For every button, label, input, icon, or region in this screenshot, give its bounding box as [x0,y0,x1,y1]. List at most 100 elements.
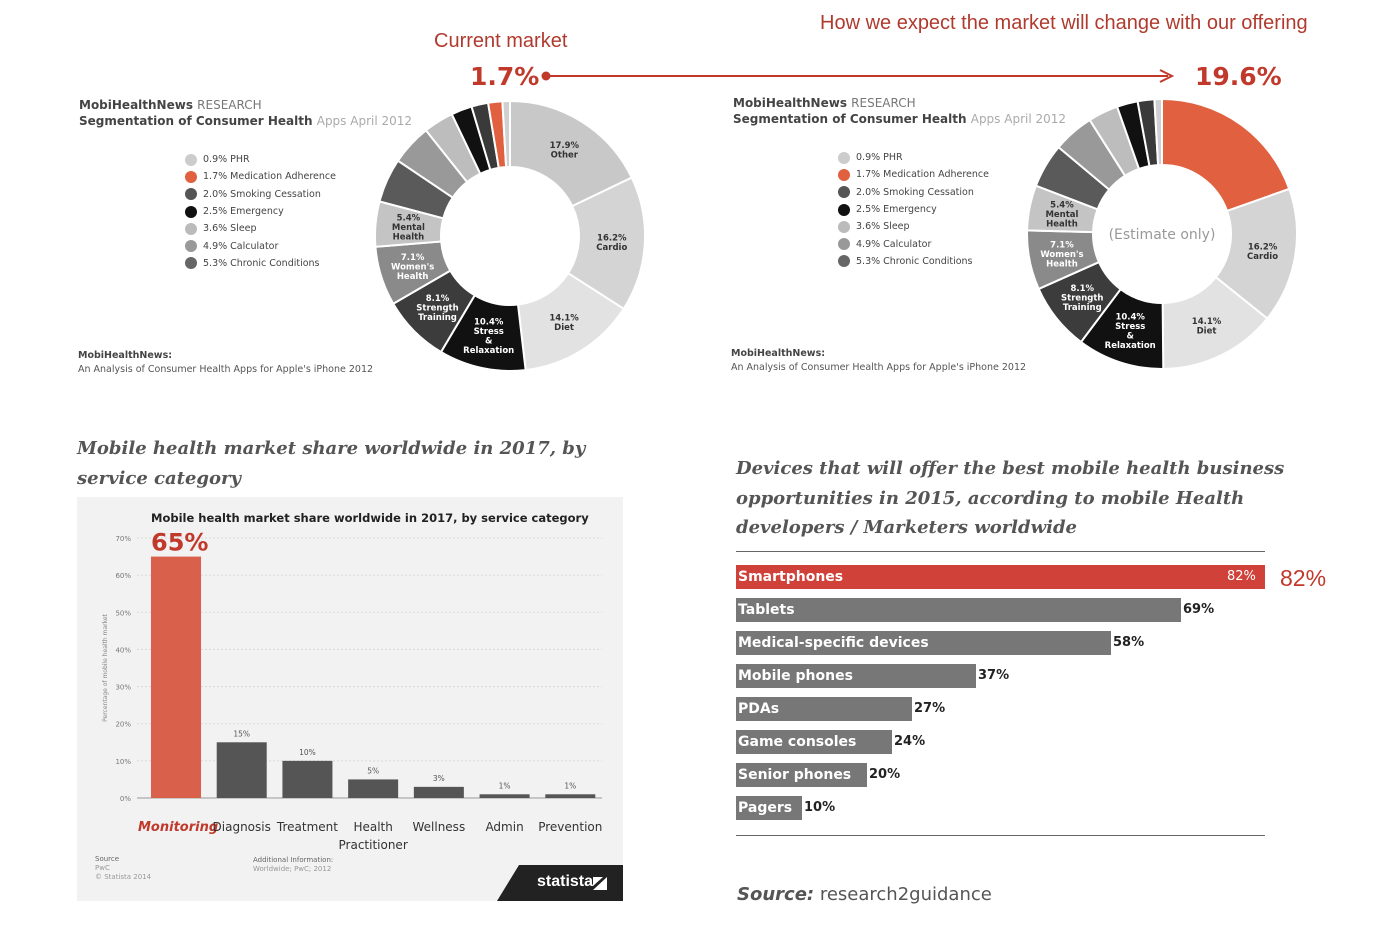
pie-slice-label: Relaxation [463,346,514,356]
device-bar-value: 58% [1113,635,1145,650]
bar-value-label: 1% [499,781,511,790]
legend-swatch [838,186,850,199]
pie-slice-value: 5.4% [397,213,421,223]
legend-item: 1.7% Medication Adherence [838,166,989,183]
statista-logo-shape [497,865,623,901]
device-bar: Pagers [736,796,802,820]
pie-slice-label: Training [418,313,457,323]
pie1-chart: 17.9%Other 16.2%Cardio 14.1%Diet 10.4%Stres… [374,99,646,372]
bar [479,794,530,798]
device-bar-row: Mobile phones 37% [736,664,1356,688]
device-bar-row: PDAs 27% [736,697,1356,721]
pie-slice-label: Stress [474,327,504,337]
y-axis-label: Percentage of mobile health market [102,613,109,721]
device-bar: Tablets [736,598,1181,622]
device-bar-row: Senior phones 20% [736,763,1356,787]
pie-slice-value: 7.1% [401,253,425,263]
device-bar-label: Tablets [738,602,795,618]
pie-slice [1161,97,1291,213]
device-bar: PDAs [736,697,912,721]
pie-slice-label: Mental [392,223,425,233]
pie-slice-label: Cardio [596,243,627,253]
pie-slice-label: Diet [554,323,574,333]
device-bar-label: PDAs [738,701,780,717]
statista-logo-icon [593,877,607,890]
pie-slice-value: 14.1% [1192,317,1222,327]
pie-slice-label: Health [393,232,425,242]
legend-item: 4.9% Calculator [838,235,989,252]
legend-swatch [838,238,850,251]
y-tick-label: 50% [115,609,131,617]
pie-slice-label: & [485,337,493,347]
x-tick-label: Admin [485,820,523,834]
pie-slice-value: 10.4% [1115,313,1145,323]
pie-slice-label: Cardio [1247,252,1278,262]
x-tick-label: Diagnosis [213,820,271,834]
bar-value-label: 5% [367,766,379,775]
current-market-pct: 1.7% [470,62,540,91]
devices-source: Source: research2guidance [737,884,992,905]
bar-value-label: 65% [151,529,208,557]
pie-center-note: (Estimate only) [1109,227,1216,243]
pie-slice-label: Health [1046,259,1078,269]
legend-swatch [838,220,850,233]
legend-swatch [838,151,850,164]
pie-slice-label: Other [551,150,579,160]
device-bar-value: 27% [914,701,946,716]
device-bar-value: 82% [1227,569,1256,584]
pie-slice-label: Health [397,272,429,282]
device-bar-label: Smartphones [738,569,844,585]
expected-market-pct: 19.6% [1195,62,1282,91]
device-bar: Mobile phones [736,664,976,688]
legend-item: 2.5% Emergency [185,203,336,220]
bar [348,779,399,798]
device-bar-row: Smartphones 82% [736,565,1356,589]
pie-slice-label: Diet [1197,327,1217,337]
device-bar: Senior phones [736,763,867,787]
pie-slice-label: Women's [391,262,434,272]
device-bar-row: Medical-specific devices 58% [736,631,1356,655]
pie-slice-label: Relaxation [1105,341,1156,351]
pie1-title: MobiHealthNews RESEARCH Segmentation of … [79,98,413,128]
pie2-legend: 0.9% PHR 1.7% Medication Adherence 2.0% … [838,149,989,270]
statista-inner-title: Mobile health market share worldwide in … [151,511,589,525]
bar-value-label: 1% [564,781,576,790]
current-market-label: Current market [434,30,568,52]
devices-section-title: Devices that will offer the best mobile … [736,458,1285,538]
pie1-source: MobiHealthNews: An Analysis of Consumer … [78,350,374,375]
legend-item: 0.9% PHR [838,149,989,166]
device-bar-label: Game consoles [738,734,857,750]
pie-slice-label: Strength [416,304,458,314]
y-tick-label: 30% [115,684,131,692]
legend-item: 3.6% Sleep [185,220,336,237]
pie-slice [1153,97,1163,167]
pie-slice-value: 8.1% [1070,284,1094,294]
legend-swatch [185,188,197,201]
legend-item: 2.0% Smoking Cessation [185,186,336,203]
market-change-arrow [541,69,1175,83]
pie2-source: MobiHealthNews: An Analysis of Consumer … [731,348,1027,373]
device-bar-row: Tablets 69% [736,598,1356,622]
bar-value-label: 3% [433,774,445,783]
legend-swatch [185,222,197,235]
x-tick-label: Treatment [276,820,338,834]
legend-item: 0.9% PHR [185,151,336,168]
expected-market-label: How we expect the market will change wit… [820,12,1308,34]
devices-bottom-rule [736,835,1265,836]
pie-slice-label: Stress [1115,322,1145,332]
pie-slice [501,99,511,169]
x-tick-label: Monitoring [138,820,218,835]
device-bar: Medical-specific devices [736,631,1111,655]
device-bar-value: 24% [894,734,926,749]
x-tick-label: Wellness [412,820,465,834]
legend-swatch [185,153,197,166]
device-bar-label: Medical-specific devices [738,635,929,651]
y-tick-label: 70% [115,535,131,543]
pie-slice-value: 5.4% [1050,201,1074,211]
y-tick-label: 10% [115,758,131,766]
devices-bar-chart: Smartphones 82% Tablets 69% Medical-specific… [736,565,1356,829]
pie-slice-value: 17.9% [550,141,580,151]
pie-slice-value: 7.1% [1050,240,1074,250]
statista-bar-chart: 0% 10% 20% 30% 40% 50% 60% 70% Percentage of mob… [102,529,602,852]
y-tick-label: 60% [115,572,131,580]
